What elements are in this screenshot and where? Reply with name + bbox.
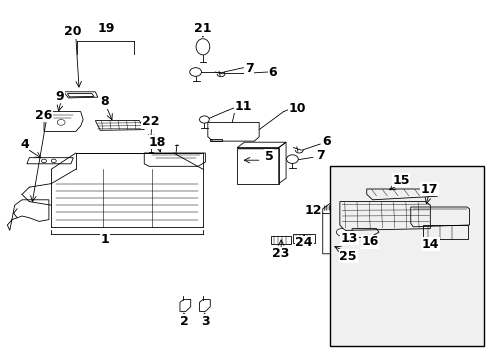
Circle shape [189, 68, 201, 76]
Text: 24: 24 [295, 237, 312, 249]
Bar [329, 166, 483, 346]
Text: 23: 23 [272, 247, 289, 260]
Circle shape [199, 116, 209, 123]
Text: 9: 9 [55, 90, 64, 103]
Text: 7: 7 [315, 149, 324, 162]
Circle shape [286, 155, 298, 163]
Text: 21: 21 [194, 22, 211, 35]
Text: 6: 6 [322, 135, 330, 148]
Text: 15: 15 [391, 174, 409, 186]
Ellipse shape [196, 39, 209, 55]
Circle shape [41, 159, 46, 163]
Text: 3: 3 [201, 315, 209, 328]
Text: 11: 11 [234, 100, 252, 113]
Text: 18: 18 [148, 136, 166, 149]
Text: 20: 20 [63, 25, 81, 38]
Text: 1: 1 [101, 233, 109, 246]
Text: 16: 16 [361, 235, 378, 248]
Text: 13: 13 [340, 232, 358, 245]
Circle shape [51, 159, 56, 163]
Text: 6: 6 [268, 66, 277, 78]
Text: 12: 12 [304, 204, 321, 217]
Text: 14: 14 [421, 238, 438, 251]
Circle shape [336, 229, 346, 236]
Text: 8: 8 [100, 95, 109, 108]
Text: 25: 25 [339, 250, 356, 263]
Text: 10: 10 [288, 102, 305, 114]
Text: 22: 22 [142, 115, 159, 128]
Text: 26: 26 [35, 109, 53, 122]
Text: 4: 4 [20, 138, 29, 151]
Text: 17: 17 [420, 183, 437, 195]
Text: 2: 2 [180, 315, 189, 328]
Circle shape [57, 120, 65, 125]
Text: 7: 7 [244, 62, 253, 75]
Text: 5: 5 [264, 150, 273, 163]
Text: 19: 19 [98, 22, 115, 35]
